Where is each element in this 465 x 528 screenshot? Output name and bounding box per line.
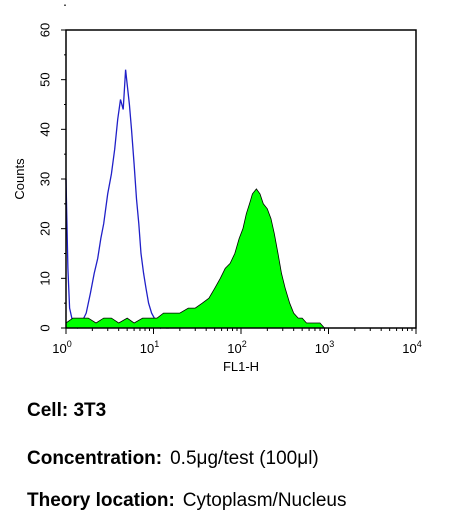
x-tick-exponent: 0 [67,339,72,349]
y-tick-label: 0 [37,324,52,331]
x-tick-label: 102 [227,339,246,356]
x-tick-label: 103 [315,339,334,356]
series-1-filled-histogram [65,188,329,329]
y-tick-label: 20 [37,221,52,235]
y-tick-label: 40 [37,122,52,136]
x-tick-label: 101 [140,339,159,356]
y-tick-label: 30 [37,172,52,186]
y-tick-label: 60 [37,23,52,37]
x-tick-label: 104 [402,339,421,356]
x-tick-exponent: 1 [154,339,159,349]
location-caption: Theory location: Cytoplasm/Nucleus [27,490,346,512]
location-value: Cytoplasm/Nucleus [182,490,347,511]
cell-caption: Cell: 3T3 [27,400,106,422]
y-axis-title: Counts [12,158,27,200]
x-tick-exponent: 4 [417,339,422,349]
location-label: Theory location: [27,490,175,511]
concentration-value: 0.5μg/test (100μl) [170,448,319,469]
concentration-caption: Concentration: 0.5μg/test (100μl) [27,448,319,470]
concentration-label: Concentration: [27,448,163,469]
series-layer [65,69,329,330]
x-tick-label: 100 [52,339,71,356]
x-tick-exponent: 2 [242,339,247,349]
x-tick-exponent: 3 [329,339,334,349]
series-0-outline-histogram [65,69,169,330]
y-tick-label: 10 [37,271,52,285]
cell-label: Cell: [27,400,69,421]
cell-value: 3T3 [73,400,107,421]
y-tick-label: 50 [37,72,52,86]
x-axis-title: FL1-H [223,359,259,374]
